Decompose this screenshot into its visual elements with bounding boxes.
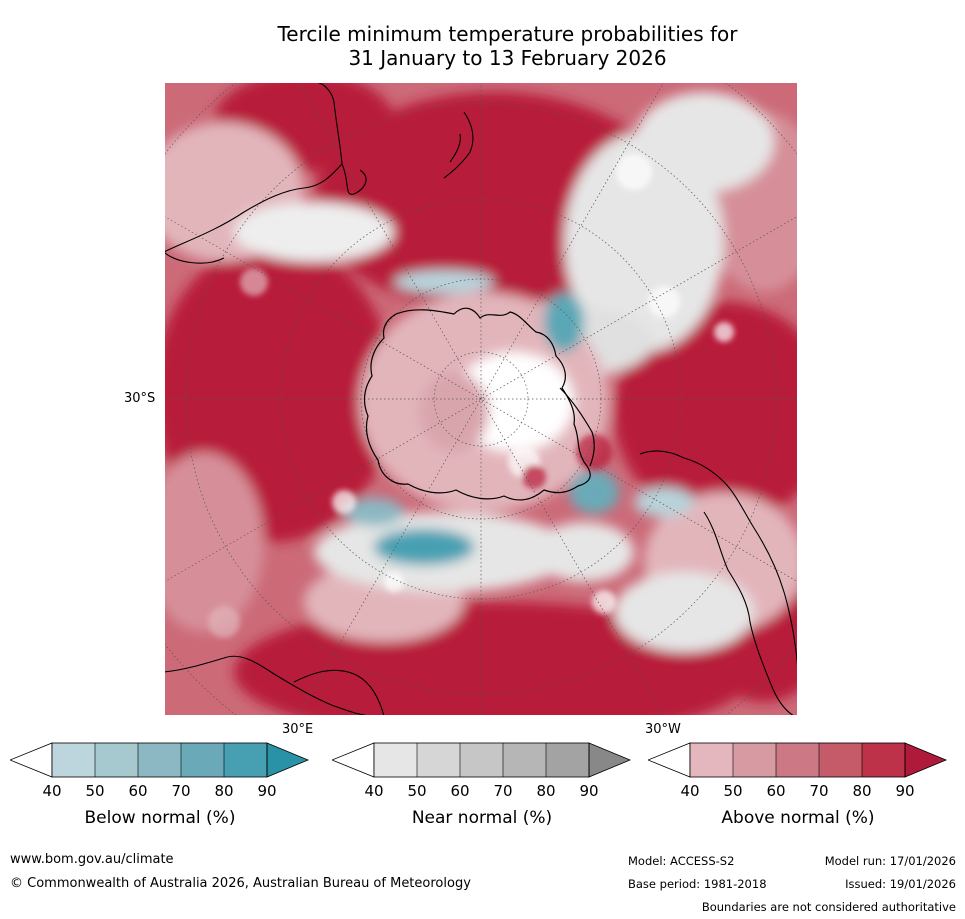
lon-label-30w: 30°W (645, 722, 681, 737)
colorbar-label-above: Above normal (%) (721, 808, 875, 828)
swatch-above-2 (776, 743, 819, 777)
footer-base-period: Base period: 1981-2018 (628, 877, 767, 891)
footer-website[interactable]: www.bom.gov.au/climate (10, 852, 174, 867)
south-america-outline (639, 450, 798, 716)
probability-map (164, 82, 798, 716)
swatch-above-1 (733, 743, 776, 777)
colorbar-near-normal: 40 50 60 70 80 90 Near normal (%) (332, 742, 632, 828)
tick-above-70: 70 (809, 782, 829, 800)
africa-outline (164, 655, 385, 716)
swatch-near-0 (374, 743, 417, 777)
tick-below-90: 90 (257, 782, 277, 800)
colorbar-near-swatches (332, 742, 632, 778)
tick-above-80: 80 (852, 782, 872, 800)
new-zealand-outline (443, 111, 474, 179)
map-canvas (164, 82, 798, 716)
tick-above-90: 90 (895, 782, 915, 800)
tick-near-40: 40 (364, 782, 384, 800)
footer-model: Model: ACCESS-S2 (628, 854, 735, 868)
tick-below-60: 60 (128, 782, 148, 800)
tick-above-50: 50 (723, 782, 743, 800)
tick-near-60: 60 (450, 782, 470, 800)
swatch-above-4 (862, 743, 905, 777)
footer-model-run: Model run: 17/01/2026 (824, 854, 956, 868)
footer-disclaimer: Boundaries are not considered authoritat… (701, 900, 956, 914)
swatch-below-1 (95, 743, 138, 777)
swatch-below-3 (181, 743, 224, 777)
colorbar-label-below: Below normal (%) (84, 808, 236, 828)
tick-below-70: 70 (171, 782, 191, 800)
lat-label-30s: 30°S (124, 391, 156, 406)
swatch-near-2 (460, 743, 503, 777)
tick-near-50: 50 (407, 782, 427, 800)
tick-near-70: 70 (493, 782, 513, 800)
title-line-2: 31 January to 13 February 2026 (348, 46, 667, 70)
swatch-above-0 (690, 743, 733, 777)
colorbar-above-swatches (648, 742, 948, 778)
colorbar-above-normal: 40 50 60 70 80 90 Above normal (%) (648, 742, 948, 828)
swatch-below-2 (138, 743, 181, 777)
swatch-below-4 (224, 743, 267, 777)
colorbar-below-swatches (10, 742, 310, 778)
australia-outline (164, 82, 367, 264)
tick-near-90: 90 (579, 782, 599, 800)
swatch-above-3 (819, 743, 862, 777)
tick-near-80: 80 (536, 782, 556, 800)
tick-above-40: 40 (680, 782, 700, 800)
footer-issued: Issued: 19/01/2026 (845, 877, 956, 891)
antarctic-peninsula (559, 387, 595, 467)
swatch-near-3 (503, 743, 546, 777)
graticule (164, 82, 798, 716)
title-line-1: Tercile minimum temperature probabilitie… (277, 22, 738, 46)
tick-below-40: 40 (42, 782, 62, 800)
tick-below-80: 80 (214, 782, 234, 800)
swatch-near-1 (417, 743, 460, 777)
swatch-below-0 (52, 743, 95, 777)
tick-below-50: 50 (85, 782, 105, 800)
antarctica-coastline (363, 307, 591, 501)
colorbar-below-normal: 40 50 60 70 80 90 Below normal (%) (10, 742, 310, 828)
map-title: Tercile minimum temperature probabilitie… (0, 22, 965, 70)
swatch-below-5 (267, 743, 308, 777)
swatch-near-5 (589, 743, 630, 777)
footer-copyright: © Commonwealth of Australia 2026, Austra… (10, 876, 471, 891)
lon-label-30e: 30°E (282, 722, 314, 737)
colorbar-label-near: Near normal (%) (411, 808, 553, 828)
tick-above-60: 60 (766, 782, 786, 800)
swatch-near-4 (546, 743, 589, 777)
swatch-above-5 (905, 743, 946, 777)
